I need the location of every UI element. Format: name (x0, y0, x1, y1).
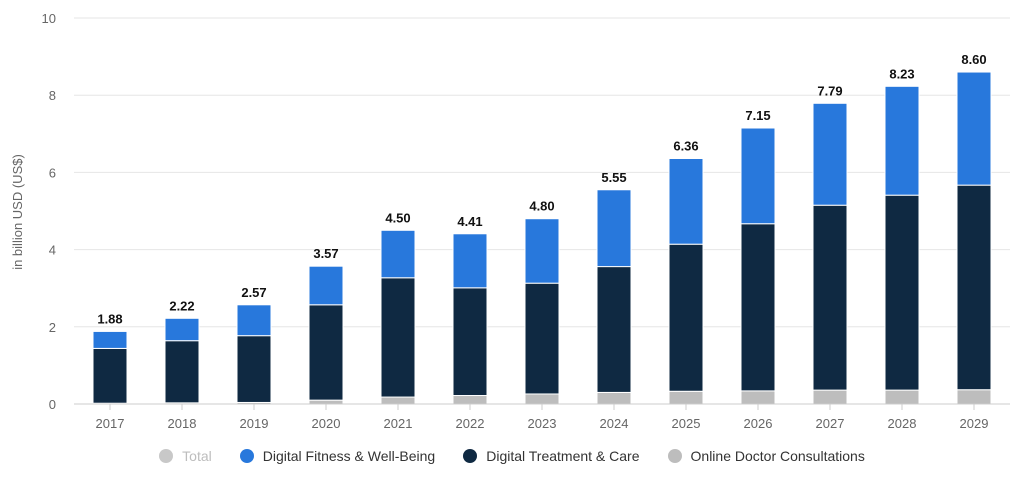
x-tick-label: 2027 (816, 416, 845, 431)
total-value-label: 2.22 (169, 298, 194, 313)
x-tick-label: 2028 (888, 416, 917, 431)
y-axis-label: in billion USD (US$) (10, 154, 25, 270)
legend-item-digital-treatment[interactable]: Digital Treatment & Care (463, 448, 640, 464)
total-value-label: 8.23 (889, 66, 914, 81)
bar-segment[interactable] (596, 189, 632, 268)
bar-segment[interactable] (524, 282, 560, 395)
bar-segment[interactable] (668, 390, 704, 405)
bar-segment[interactable] (524, 218, 560, 284)
total-value-label: 4.41 (457, 214, 482, 229)
x-tick-label: 2018 (168, 416, 197, 431)
bar-segment[interactable] (524, 393, 560, 405)
total-value-label: 2.57 (241, 285, 266, 300)
legend-label-digital-treatment: Digital Treatment & Care (486, 448, 640, 464)
bar-segment[interactable] (884, 194, 920, 391)
bar-segment[interactable] (884, 85, 920, 196)
x-tick-label: 2019 (240, 416, 269, 431)
x-tick-label: 2023 (528, 416, 557, 431)
legend-label-online-doctor: Online Doctor Consultations (690, 448, 865, 464)
bar-segment[interactable] (668, 158, 704, 245)
bar-segment[interactable] (308, 399, 344, 405)
legend-label-total: Total (182, 448, 212, 464)
legend-dot-digital-treatment (463, 449, 478, 463)
y-tick-label: 2 (49, 320, 56, 335)
bar-segment[interactable] (740, 127, 776, 225)
bar-segment[interactable] (596, 266, 632, 393)
x-tick-label: 2021 (384, 416, 413, 431)
x-tick-label: 2026 (744, 416, 773, 431)
bar-segment[interactable] (812, 204, 848, 391)
total-value-label: 7.79 (817, 83, 842, 98)
bar-segment[interactable] (956, 71, 992, 186)
bar-segment[interactable] (92, 347, 128, 404)
x-tick-label: 2024 (600, 416, 629, 431)
x-tick-label: 2020 (312, 416, 341, 431)
bars (92, 71, 992, 405)
bar-segment[interactable] (380, 277, 416, 398)
bar-segment[interactable] (956, 389, 992, 405)
bar-segment[interactable] (236, 335, 272, 403)
total-value-label: 4.50 (385, 210, 410, 225)
bar-segment[interactable] (812, 389, 848, 405)
gridlines (74, 17, 1010, 328)
legend-item-online-doctor[interactable]: Online Doctor Consultations (667, 448, 865, 464)
bar-segment[interactable] (236, 304, 272, 337)
bar-segment[interactable] (596, 391, 632, 405)
bar-segment[interactable] (740, 390, 776, 405)
total-value-label: 4.80 (529, 199, 554, 214)
legend-dot-total (159, 449, 174, 463)
bar-segment[interactable] (956, 184, 992, 391)
y-tick-label: 6 (49, 165, 56, 180)
legend-dot-online-doctor (667, 449, 682, 463)
stacked-bar-chart: 0 2 4 6 8 10 in billion USD (US$) 1.88 2.22 2.5… (10, 11, 1010, 431)
bar-segment[interactable] (452, 287, 488, 397)
legend-label-digital-fitness: Digital Fitness & Well-Being (262, 448, 436, 464)
bar-segment[interactable] (452, 233, 488, 289)
total-value-label: 3.57 (313, 246, 338, 261)
bar-segment[interactable] (740, 223, 776, 392)
y-tick-label: 10 (42, 11, 56, 26)
total-labels: 1.88 2.22 2.57 3.57 4.50 4.41 4.80 5.55 6.36 7.15… (97, 52, 986, 326)
y-axis-ticks: 0 2 4 6 8 10 (42, 11, 56, 412)
y-tick-label: 4 (49, 243, 56, 258)
bar-segment[interactable] (452, 395, 488, 405)
legend: Total Digital Fitness & Well-Being Digit… (0, 448, 1024, 464)
x-tick-label: 2029 (960, 416, 989, 431)
total-value-label: 5.55 (601, 170, 626, 185)
total-value-label: 7.15 (745, 108, 770, 123)
y-tick-label: 8 (49, 88, 56, 103)
x-tick-label: 2025 (672, 416, 701, 431)
bar-segment[interactable] (308, 265, 344, 306)
bar-segment[interactable] (884, 389, 920, 405)
bar-segment[interactable] (308, 304, 344, 401)
x-tick-label: 2017 (96, 416, 125, 431)
x-axis-ticks: 2017 2018 2019 2020 2021 2022 2023 2024 2025 2026… (96, 404, 989, 431)
total-value-label: 6.36 (673, 139, 698, 154)
x-tick-label: 2022 (456, 416, 485, 431)
bar-segment[interactable] (92, 330, 128, 349)
legend-dot-digital-fitness (239, 449, 254, 463)
bar-segment[interactable] (380, 396, 416, 405)
bar-segment[interactable] (668, 243, 704, 392)
total-value-label: 8.60 (961, 52, 986, 67)
bar-segment[interactable] (164, 317, 200, 342)
bar-segment[interactable] (812, 102, 848, 206)
legend-item-digital-fitness[interactable]: Digital Fitness & Well-Being (239, 448, 436, 464)
legend-item-total[interactable]: Total (159, 448, 212, 464)
bar-segment[interactable] (380, 229, 416, 279)
y-tick-label: 0 (49, 397, 56, 412)
total-value-label: 1.88 (97, 311, 122, 326)
bar-segment[interactable] (164, 340, 200, 404)
